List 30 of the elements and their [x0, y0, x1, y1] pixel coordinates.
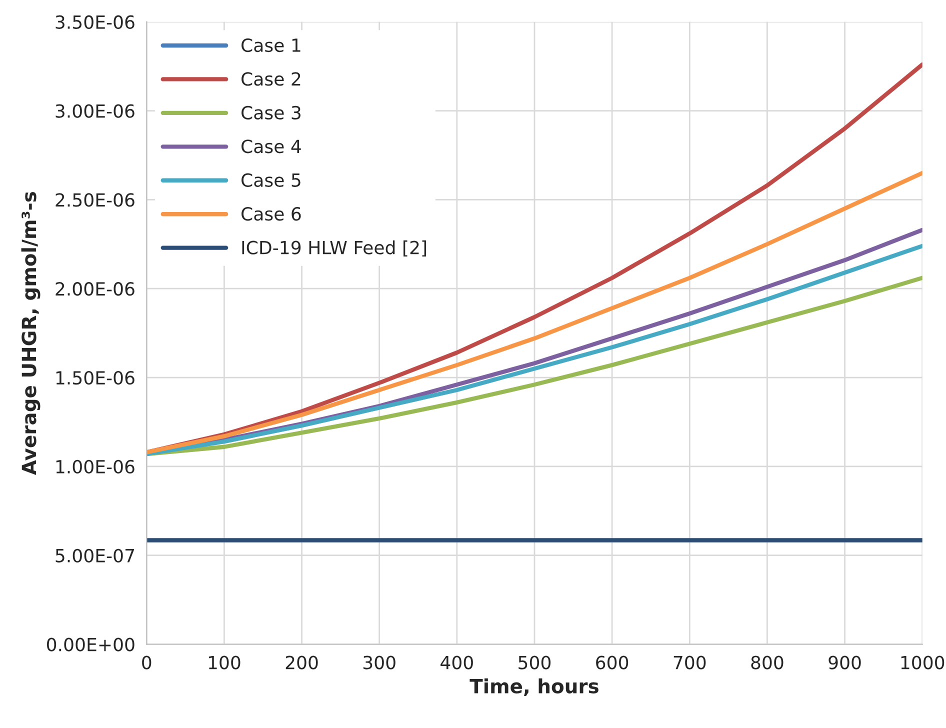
y-tick-label: 1.50E-06	[56, 370, 134, 385]
x-tick-label: 0	[142, 656, 152, 670]
legend-label: Case 3	[242, 106, 300, 120]
x-tick-label: 600	[596, 656, 628, 670]
x-tick-label: 400	[440, 656, 473, 670]
y-tick-label: 1.00E-06	[56, 460, 134, 474]
y-tick-label: 2.00E-06	[56, 282, 134, 296]
x-tick-label: 900	[828, 656, 861, 670]
legend-label: Case 6	[242, 207, 301, 221]
legend-label: Case 1	[242, 38, 300, 52]
x-axis-title: Time, hours	[470, 678, 598, 696]
y-tick-label: 0.00E+00	[46, 638, 134, 652]
line-series	[146, 276, 922, 456]
y-tick-label: 2.50E-06	[56, 193, 134, 207]
y-tick-label: 3.00E-06	[56, 104, 134, 118]
x-tick-label: 300	[363, 656, 396, 670]
line-series	[146, 170, 922, 454]
x-tick-label: 500	[518, 656, 551, 670]
y-tick-label: 5.00E-07	[56, 548, 134, 562]
x-tick-label: 100	[208, 656, 240, 670]
y-tick-label: 3.50E-06	[56, 15, 134, 29]
y-axis-title: Average UHGR, gmol/m³-s	[21, 192, 40, 475]
legend-label: Case 2	[242, 72, 300, 86]
legend-label: ICD-19 HLW Feed [2]	[242, 240, 426, 257]
x-tick-label: 700	[674, 656, 706, 670]
x-tick-label: 200	[286, 656, 318, 670]
legend-label: Case 5	[242, 173, 300, 187]
x-tick-label: 800	[751, 656, 784, 670]
legend-label: Case 4	[242, 140, 301, 154]
x-tick-label: 1000	[901, 656, 944, 670]
